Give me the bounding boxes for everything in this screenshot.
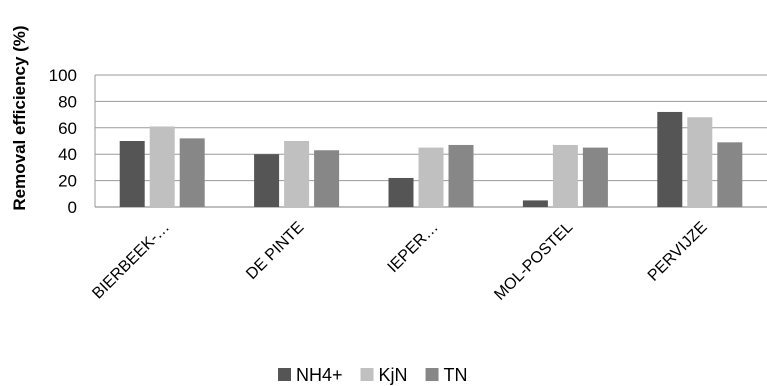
bar xyxy=(657,111,683,207)
x-axis-tick-labels: BIERBEEK-… DE PINTE IEPER… MOL-POSTEL PERVIJ… xyxy=(89,219,710,304)
bar xyxy=(448,144,474,207)
bar xyxy=(149,126,175,207)
legend: NH4+ KjN TN xyxy=(278,365,468,385)
bar xyxy=(522,200,548,207)
legend-label: KjN xyxy=(379,365,408,385)
legend-swatch xyxy=(425,368,439,381)
bar xyxy=(388,177,414,207)
x-tick-label: IEPER… xyxy=(385,219,442,276)
legend-swatch xyxy=(360,368,374,381)
bar xyxy=(284,141,310,207)
y-tick-label: 60 xyxy=(58,119,77,138)
bars xyxy=(119,111,743,207)
y-tick-label: 80 xyxy=(58,92,77,111)
y-tick-label: 40 xyxy=(58,145,77,164)
bar xyxy=(179,138,205,207)
y-tick-label: 0 xyxy=(68,198,77,217)
bar xyxy=(254,154,280,207)
legend-label: NH4+ xyxy=(296,365,343,385)
bar xyxy=(687,117,713,207)
x-tick-label: DE PINTE xyxy=(243,219,307,283)
y-tick-label: 20 xyxy=(58,172,77,191)
y-axis-tick-labels: 0 20 40 60 80 100 xyxy=(49,66,77,217)
bar xyxy=(119,141,145,207)
bar xyxy=(418,147,444,207)
bar xyxy=(314,150,340,207)
legend-swatch xyxy=(278,368,291,381)
y-tick-label: 100 xyxy=(49,66,77,85)
bar xyxy=(552,144,578,207)
x-tick-label: MOL-POSTEL xyxy=(491,219,576,304)
bar xyxy=(582,147,608,207)
x-tick-label: PERVIJZE xyxy=(645,219,711,285)
x-tick-label: BIERBEEK-… xyxy=(89,219,173,303)
legend-label: TN xyxy=(444,365,468,385)
bar xyxy=(717,142,743,207)
y-axis-label: Removal efficiency (%) xyxy=(10,25,29,210)
